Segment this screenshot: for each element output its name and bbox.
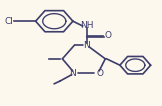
Text: O: O	[105, 31, 112, 40]
Text: Cl: Cl	[5, 17, 13, 26]
Text: N: N	[83, 41, 90, 50]
Text: N: N	[69, 69, 76, 78]
Text: NH: NH	[80, 22, 93, 30]
Text: O: O	[96, 69, 104, 78]
